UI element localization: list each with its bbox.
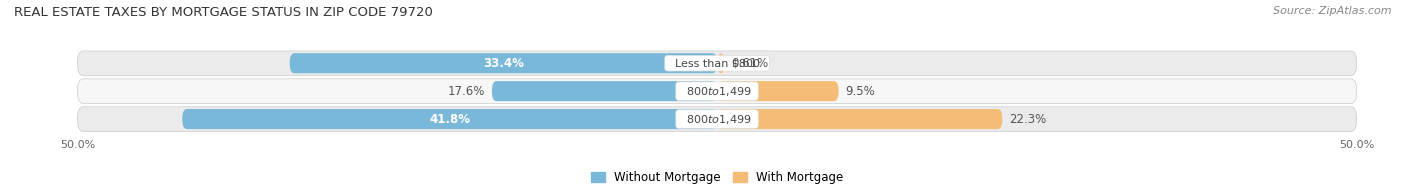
Text: 9.5%: 9.5% [845,85,875,98]
Text: 17.6%: 17.6% [449,85,485,98]
FancyBboxPatch shape [717,81,838,101]
Text: 22.3%: 22.3% [1008,113,1046,126]
Text: 0.61%: 0.61% [731,57,769,70]
FancyBboxPatch shape [77,79,1357,103]
FancyBboxPatch shape [77,107,1357,131]
FancyBboxPatch shape [183,109,717,129]
FancyBboxPatch shape [717,53,725,73]
Text: $800 to $1,499: $800 to $1,499 [679,85,755,98]
FancyBboxPatch shape [77,51,1357,75]
Text: REAL ESTATE TAXES BY MORTGAGE STATUS IN ZIP CODE 79720: REAL ESTATE TAXES BY MORTGAGE STATUS IN … [14,6,433,19]
Text: 41.8%: 41.8% [429,113,470,126]
FancyBboxPatch shape [492,81,717,101]
Text: $800 to $1,499: $800 to $1,499 [679,113,755,126]
Text: Less than $800: Less than $800 [668,58,766,68]
FancyBboxPatch shape [290,53,717,73]
FancyBboxPatch shape [717,109,1002,129]
Text: 33.4%: 33.4% [482,57,524,70]
Text: Source: ZipAtlas.com: Source: ZipAtlas.com [1274,6,1392,16]
Legend: Without Mortgage, With Mortgage: Without Mortgage, With Mortgage [586,166,848,188]
